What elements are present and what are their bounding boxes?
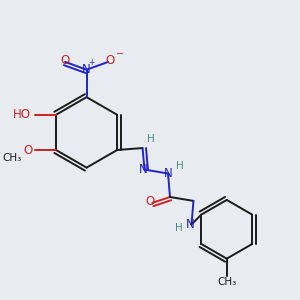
Text: H: H [146, 134, 154, 144]
Text: N: N [186, 218, 195, 231]
Text: O: O [146, 195, 155, 208]
Text: HO: HO [13, 108, 31, 121]
Text: N: N [82, 63, 91, 76]
Text: CH₃: CH₃ [3, 153, 22, 163]
Text: +: + [88, 58, 95, 68]
Text: N: N [164, 167, 172, 180]
Text: CH₃: CH₃ [217, 277, 236, 287]
Text: −: − [116, 49, 124, 59]
Text: H: H [176, 161, 184, 171]
Text: H: H [175, 223, 183, 233]
Text: O: O [60, 54, 70, 68]
Text: O: O [106, 54, 115, 68]
Text: N: N [139, 163, 148, 176]
Text: O: O [23, 143, 33, 157]
